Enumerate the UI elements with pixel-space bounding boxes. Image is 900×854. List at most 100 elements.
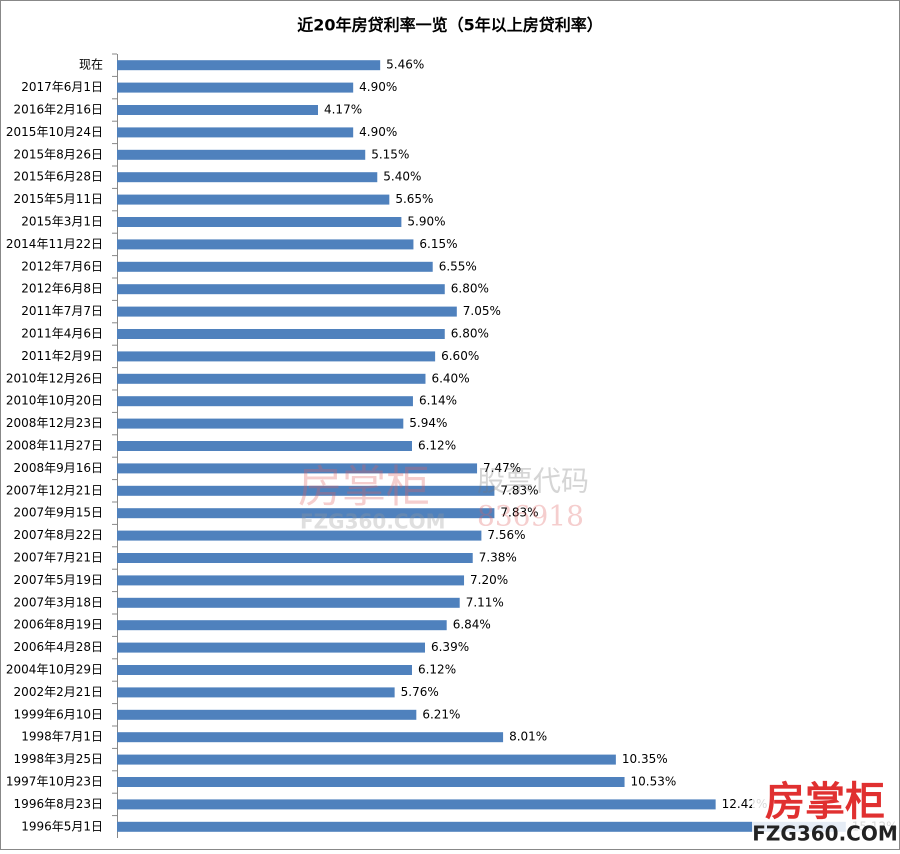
value-label: 6.60%	[441, 349, 479, 363]
value-label: 6.15%	[419, 237, 457, 251]
bar	[117, 127, 354, 138]
value-label: 5.90%	[407, 215, 445, 229]
value-label: 5.15%	[371, 147, 409, 161]
bar	[117, 396, 413, 407]
bar	[117, 530, 482, 541]
bar	[117, 105, 318, 115]
category-label: 2007年3月18日	[14, 595, 103, 609]
category-label: 2015年10月24日	[6, 125, 103, 139]
category-label: 1998年7月1日	[21, 730, 103, 744]
value-label: 7.38%	[479, 551, 517, 565]
value-label: 6.39%	[431, 640, 469, 654]
value-label: 7.05%	[463, 304, 501, 318]
bar	[117, 418, 404, 429]
category-label: 2015年3月1日	[21, 215, 103, 229]
category-label: 2007年9月15日	[14, 506, 103, 520]
category-label: 2007年5月19日	[14, 573, 103, 587]
category-label: 2004年10月29日	[6, 663, 103, 677]
bar	[117, 754, 616, 765]
bar	[117, 508, 495, 519]
bar	[117, 60, 381, 71]
value-label: 6.21%	[422, 707, 460, 721]
category-label: 2007年7月21日	[14, 551, 103, 565]
chart-title: 近20年房贷利率一览（5年以上房贷利率）	[297, 16, 602, 35]
category-label: 2012年6月8日	[21, 282, 103, 296]
bar	[117, 821, 846, 832]
bar	[117, 575, 465, 586]
bar	[117, 441, 412, 451]
value-label: 7.20%	[470, 573, 508, 587]
category-label: 2010年10月20日	[6, 394, 103, 408]
watermark-site: FZG360.COM	[300, 510, 446, 534]
value-label: 6.80%	[451, 282, 489, 296]
value-label: 10.53%	[631, 775, 677, 789]
bar	[117, 687, 395, 698]
bar	[117, 329, 445, 339]
value-label: 4.90%	[359, 125, 397, 139]
value-label: 7.56%	[487, 528, 525, 542]
category-label: 2011年2月9日	[21, 349, 103, 363]
value-label: 5.46%	[386, 58, 424, 72]
value-label: 6.12%	[418, 663, 456, 677]
bar	[117, 306, 457, 317]
value-label: 6.14%	[419, 394, 457, 408]
value-label: 7.83%	[500, 506, 538, 520]
bar	[117, 239, 414, 250]
category-label: 2008年9月16日	[14, 461, 103, 475]
bar	[117, 709, 417, 720]
category-label: 2014年11月22日	[6, 237, 103, 251]
bar	[117, 172, 378, 183]
bar	[117, 149, 366, 160]
watermark-stock-code: 836918	[477, 500, 584, 533]
value-label: 5.76%	[401, 685, 439, 699]
bar	[117, 732, 504, 743]
value-label: 10.35%	[622, 752, 668, 766]
bar	[117, 373, 426, 384]
value-label: 7.11%	[466, 595, 504, 609]
value-label: 6.80%	[451, 327, 489, 341]
bar	[117, 217, 402, 227]
logo-site: FZG360.COM	[752, 822, 898, 846]
bar	[117, 777, 625, 787]
value-label: 6.12%	[418, 439, 456, 453]
bar	[117, 351, 436, 362]
category-label: 2011年7月7日	[21, 304, 103, 318]
watermark-center: 房掌柜 FZG360.COM 股票代码 836918	[298, 462, 589, 534]
category-label: 1997年10月23日	[6, 775, 103, 789]
value-label: 6.40%	[431, 371, 469, 385]
value-label: 6.84%	[453, 618, 491, 632]
bars: 现在 5.46% 2017年6月1日 4.90% 2016年2月16日 4.17% 2015…	[6, 53, 898, 833]
category-label: 2006年4月28日	[14, 640, 103, 654]
logo-brand: 房掌柜	[765, 778, 885, 825]
category-label: 现在	[79, 58, 103, 72]
value-label: 4.17%	[324, 103, 362, 117]
bar	[117, 597, 460, 608]
bar	[117, 82, 354, 93]
bar	[117, 665, 412, 675]
logo-bg	[752, 780, 898, 848]
category-label: 1996年8月23日	[14, 797, 103, 811]
watermark-stock-label: 股票代码	[477, 465, 589, 498]
bar	[117, 284, 445, 295]
category-label: 2012年7月6日	[21, 259, 103, 273]
category-label: 2015年8月26日	[14, 147, 103, 161]
category-label: 2017年6月1日	[21, 80, 103, 94]
category-label: 2007年8月22日	[14, 528, 103, 542]
value-label: 5.40%	[383, 170, 421, 184]
bar	[117, 485, 495, 496]
category-label: 2007年12月21日	[6, 483, 103, 497]
value-label: 5.65%	[395, 192, 433, 206]
category-label: 2016年2月16日	[14, 103, 103, 117]
category-label: 2011年4月6日	[21, 327, 103, 341]
category-label: 2015年5月11日	[14, 192, 103, 206]
bar	[117, 642, 425, 653]
watermark-brand: 房掌柜	[298, 462, 430, 513]
bar	[117, 620, 447, 631]
category-label: 2008年12月23日	[6, 416, 103, 430]
bar	[117, 553, 473, 563]
bar	[117, 261, 433, 272]
category-label: 2008年11月27日	[6, 439, 103, 453]
value-label: 5.94%	[409, 416, 447, 430]
category-label: 2015年6月28日	[14, 170, 103, 184]
